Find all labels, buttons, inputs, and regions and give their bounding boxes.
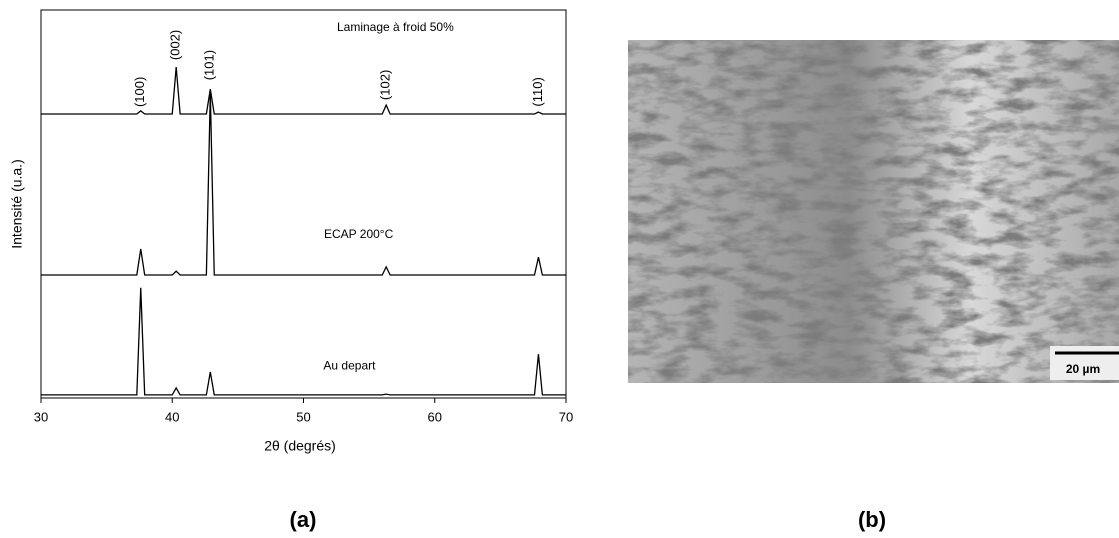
peak-label: (102) [378, 70, 393, 100]
panel-label: (a) [290, 507, 317, 532]
x-tick-label: 40 [165, 409, 179, 424]
series-line [41, 66, 566, 115]
peak-label: (100) [132, 77, 147, 107]
x-axis-label: 2θ (degrés) [264, 438, 336, 454]
series-label: ECAP 200°C [324, 227, 394, 241]
x-tick-label: 70 [559, 409, 573, 424]
plot-frame [40, 9, 567, 399]
series-line [41, 287, 566, 396]
x-tick-label: 60 [428, 409, 442, 424]
scale-bar-label: 20 µm [1066, 362, 1100, 376]
x-tick-label: 30 [34, 409, 48, 424]
micrograph: 20 µm [628, 40, 1119, 383]
x-tick-label: 50 [296, 409, 310, 424]
panel-label: (b) [858, 507, 886, 532]
micrograph-texture [628, 40, 1119, 383]
series-label: Laminage à froid 50% [337, 20, 454, 34]
series-line [41, 93, 566, 276]
peak-label: (110) [530, 77, 545, 106]
series-label: Au depart [323, 358, 376, 372]
peak-label: (002) [168, 30, 183, 60]
y-axis-label: Intensité (u.a.) [9, 159, 25, 249]
peak-label: (101) [202, 50, 217, 80]
